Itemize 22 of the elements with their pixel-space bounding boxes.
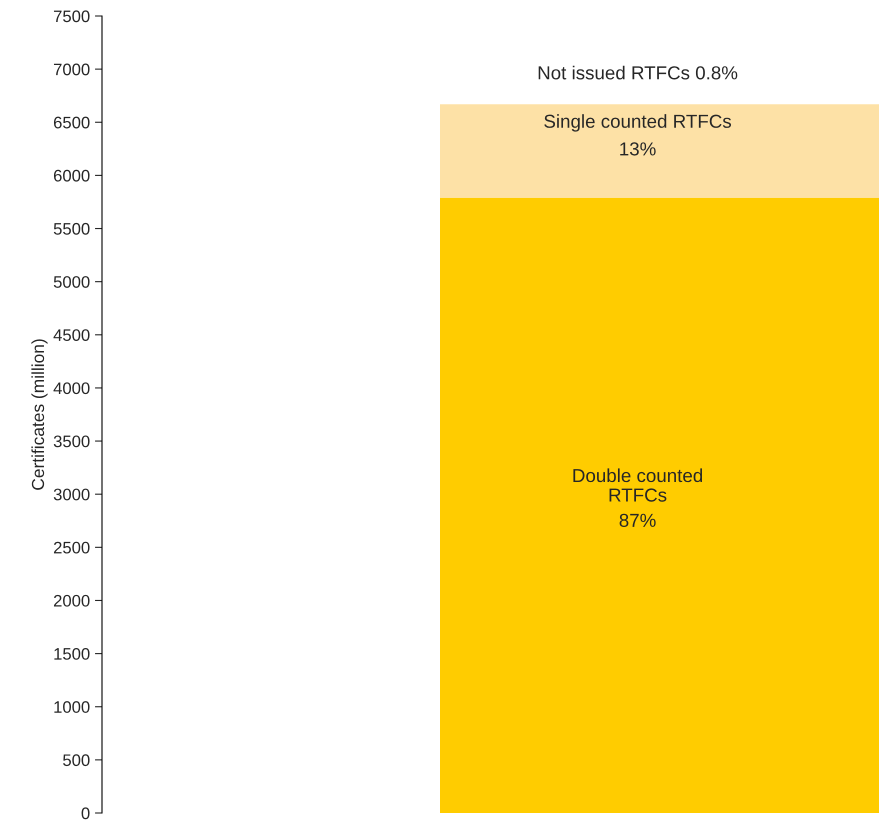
y-tick-label: 7000 bbox=[54, 64, 90, 76]
y-tick-label: 3500 bbox=[54, 435, 90, 448]
y-tick-label: 1000 bbox=[54, 701, 90, 713]
y-tick-label: 5000 bbox=[54, 276, 90, 288]
y-tick-label: 5500 bbox=[54, 222, 90, 235]
y-tick-label: 4000 bbox=[54, 382, 90, 394]
y-tick-label: 4500 bbox=[54, 329, 90, 342]
y-tick-label: 3000 bbox=[54, 488, 90, 500]
y-tick-label: 2000 bbox=[54, 594, 90, 607]
y-tick-label: 7500 bbox=[54, 10, 90, 22]
annotation: 13% bbox=[620, 142, 656, 156]
y-tick-label: 0 bbox=[82, 807, 90, 820]
y-tick-label: 6500 bbox=[54, 116, 90, 128]
series-label: Double counted RTFCs bbox=[573, 468, 702, 502]
y-axis-title: Certificates (million) bbox=[31, 339, 48, 490]
annotation: Not issued RTFCs 0.8% bbox=[538, 66, 738, 80]
y-tick-label: 1500 bbox=[54, 648, 90, 660]
y-tick-label: 2500 bbox=[54, 542, 90, 554]
annotation: 87% bbox=[620, 514, 656, 527]
y-tick-label: 6000 bbox=[54, 170, 90, 182]
series-label: Single counted RTFCs bbox=[544, 114, 732, 132]
y-tick-label: 500 bbox=[63, 754, 90, 766]
